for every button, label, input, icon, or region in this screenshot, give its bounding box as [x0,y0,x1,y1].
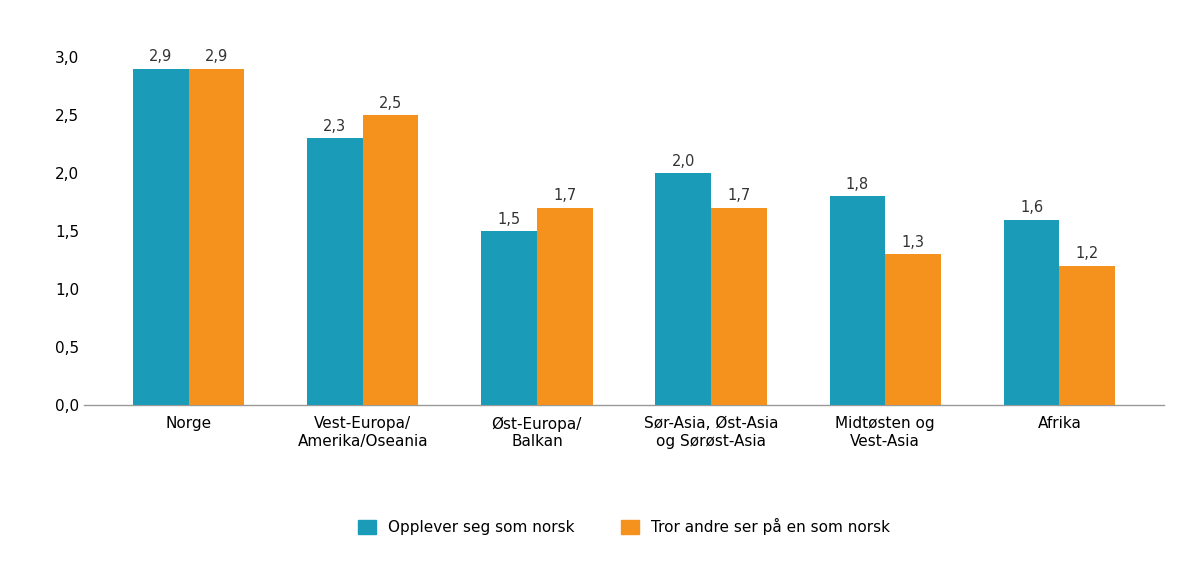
Legend: Opplever seg som norsk, Tror andre ser på en som norsk: Opplever seg som norsk, Tror andre ser p… [352,512,896,541]
Text: 1,5: 1,5 [498,212,521,227]
Bar [655,173,712,405]
Bar [712,208,767,405]
Text: 2,5: 2,5 [379,96,402,110]
Text: 1,3: 1,3 [901,235,925,250]
Bar [188,69,245,405]
Text: 1,7: 1,7 [553,189,576,203]
Bar [1003,220,1060,405]
Text: 1,8: 1,8 [846,177,869,192]
Bar [886,254,941,405]
Text: 1,7: 1,7 [727,189,750,203]
Bar [133,69,188,405]
Bar [481,231,536,405]
Text: 1,2: 1,2 [1075,247,1099,261]
Text: 1,6: 1,6 [1020,200,1043,215]
Bar [1060,266,1115,405]
Bar [829,196,886,405]
Bar [536,208,593,405]
Text: 2,9: 2,9 [205,49,228,64]
Bar [307,138,362,405]
Text: 2,0: 2,0 [672,154,695,168]
Bar [362,115,419,405]
Text: 2,9: 2,9 [149,49,173,64]
Text: 2,3: 2,3 [323,119,347,134]
